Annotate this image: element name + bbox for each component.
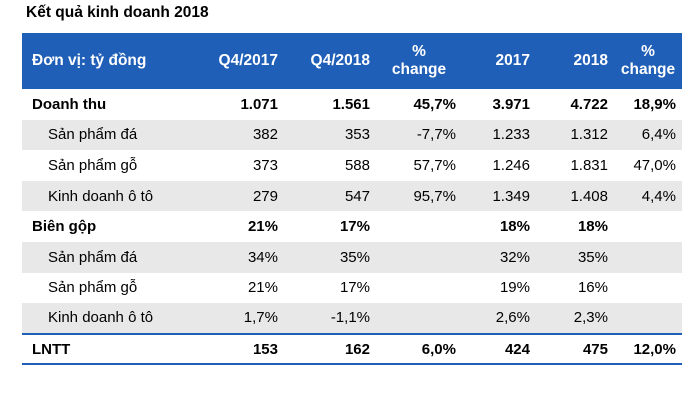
cell-2018: 16% <box>577 279 608 297</box>
cell-2017: 2,6% <box>495 309 530 327</box>
header-pct-change-year-line2: change <box>620 61 676 78</box>
cell-pct-change-quarter: 6,0% <box>376 332 462 366</box>
cell-2017: 1.349 <box>492 187 530 205</box>
cell-2017: 424 <box>462 332 536 366</box>
cell-2018: 1.312 <box>570 126 608 144</box>
cell-2018: 4.722 <box>570 95 608 113</box>
cell-2018: 475 <box>536 332 614 366</box>
cell-q4-2017: 382 <box>252 126 278 144</box>
cell-q4-2018: 17% <box>339 218 370 236</box>
cell-q4-2018: 162 <box>284 332 376 366</box>
cell-pct-change-quarter <box>376 273 462 304</box>
cell-pct-change-year: 18,9% <box>633 95 676 113</box>
row-kinh-doanh-o-to-margin: Kinh doanh ô tô 1,7% -1,1% 2,6% 2,3% <box>22 303 682 334</box>
cell-2017: 3.971 <box>492 95 530 113</box>
business-results-table: Đơn vị: tỷ đồng Q4/2017 Q4/2018 % change… <box>22 33 682 366</box>
row-label: Sản phẩm gỗ <box>48 279 138 297</box>
row-label: Biên gộp <box>32 218 97 236</box>
row-label: Sản phẩm gỗ <box>48 156 138 174</box>
cell-pct-change-year <box>614 303 682 334</box>
cell-pct-change-quarter: 57,7% <box>413 156 456 174</box>
cell-pct-change-year: 6,4% <box>641 126 676 144</box>
cell-pct-change-year: 4,4% <box>641 187 676 205</box>
cell-q4-2018: 353 <box>344 126 370 144</box>
cell-pct-change-year <box>614 273 682 304</box>
row-kinh-doanh-o-to-revenue: Kinh doanh ô tô 279 547 95,7% 1.349 1.40… <box>22 180 682 212</box>
row-doanh-thu: Doanh thu 1.071 1.561 45,7% 3.971 4.722 … <box>22 89 682 120</box>
cell-q4-2018: 17% <box>339 279 370 297</box>
row-san-pham-go-revenue: Sản phẩm gỗ 373 588 57,7% 1.246 1.831 47… <box>22 150 682 181</box>
row-san-pham-go-margin: Sản phẩm gỗ 21% 17% 19% 16% <box>22 273 682 304</box>
cell-pct-change-quarter: -7,7% <box>416 126 456 144</box>
cell-pct-change-year: 12,0% <box>614 332 682 366</box>
header-q4-2018: Q4/2018 <box>310 52 370 69</box>
header-pct-change-year: % change <box>614 33 682 89</box>
cell-2018: 1.408 <box>570 187 608 205</box>
cell-2017: 1.233 <box>492 126 530 144</box>
cell-pct-change-year: 47,0% <box>633 156 676 174</box>
cell-pct-change-year <box>614 211 682 242</box>
cell-2018: 18% <box>577 218 608 236</box>
cell-2018: 2,3% <box>573 309 608 327</box>
row-label: Kinh doanh ô tô <box>48 187 154 205</box>
row-label: LNTT <box>22 332 182 366</box>
header-pct-change-quarter-line2: change <box>391 61 447 78</box>
header-pct-change-quarter-line1: % <box>412 43 426 60</box>
cell-pct-change-quarter <box>376 211 462 242</box>
cell-q4-2017: 279 <box>252 187 278 205</box>
cell-2017: 19% <box>499 279 530 297</box>
cell-2017: 1.246 <box>492 156 530 174</box>
cell-q4-2018: -1,1% <box>330 309 370 327</box>
cell-q4-2018: 588 <box>344 156 370 174</box>
cell-pct-change-quarter <box>376 242 462 273</box>
cell-pct-change-quarter: 45,7% <box>413 95 456 113</box>
cell-2018: 35% <box>577 248 608 266</box>
cell-q4-2017: 21% <box>247 218 278 236</box>
cell-2017: 32% <box>499 248 530 266</box>
header-pct-change-year-line1: % <box>641 43 655 60</box>
header-q4-2017: Q4/2017 <box>218 52 278 69</box>
cell-q4-2017: 1.071 <box>240 95 278 113</box>
cell-q4-2017: 373 <box>252 156 278 174</box>
cell-q4-2017: 21% <box>247 279 278 297</box>
cell-q4-2018: 1.561 <box>332 95 370 113</box>
cell-pct-change-year <box>614 242 682 273</box>
row-san-pham-da-margin: Sản phẩm đá 34% 35% 32% 35% <box>22 241 682 273</box>
row-label: Doanh thu <box>32 95 107 113</box>
cell-2017: 18% <box>499 218 530 236</box>
row-label: Sản phẩm đá <box>48 126 138 144</box>
row-san-pham-da-revenue: Sản phẩm đá 382 353 -7,7% 1.233 1.312 6,… <box>22 119 682 151</box>
header-unit: Đơn vị: tỷ đồng <box>32 52 147 69</box>
header-2018: 2018 <box>573 52 608 69</box>
cell-q4-2017: 34% <box>247 248 278 266</box>
row-lntt: LNTT 153 162 6,0% 424 475 12,0% <box>22 332 682 366</box>
cell-q4-2017: 153 <box>182 332 284 366</box>
row-label: Kinh doanh ô tô <box>48 309 154 327</box>
cell-q4-2017: 1,7% <box>243 309 278 327</box>
row-label: Sản phẩm đá <box>48 248 138 266</box>
cell-pct-change-quarter: 95,7% <box>413 187 456 205</box>
header-pct-change-quarter: % change <box>376 33 462 89</box>
cell-q4-2018: 35% <box>339 248 370 266</box>
cell-q4-2018: 547 <box>344 187 370 205</box>
header-2017: 2017 <box>495 52 530 69</box>
row-bien-gop: Biên gộp 21% 17% 18% 18% <box>22 211 682 242</box>
cell-2018: 1.831 <box>570 156 608 174</box>
cell-pct-change-quarter <box>376 303 462 334</box>
table-header-row: Đơn vị: tỷ đồng Q4/2017 Q4/2018 % change… <box>22 33 682 89</box>
document-title: Kết quả kinh doanh 2018 <box>26 4 209 21</box>
